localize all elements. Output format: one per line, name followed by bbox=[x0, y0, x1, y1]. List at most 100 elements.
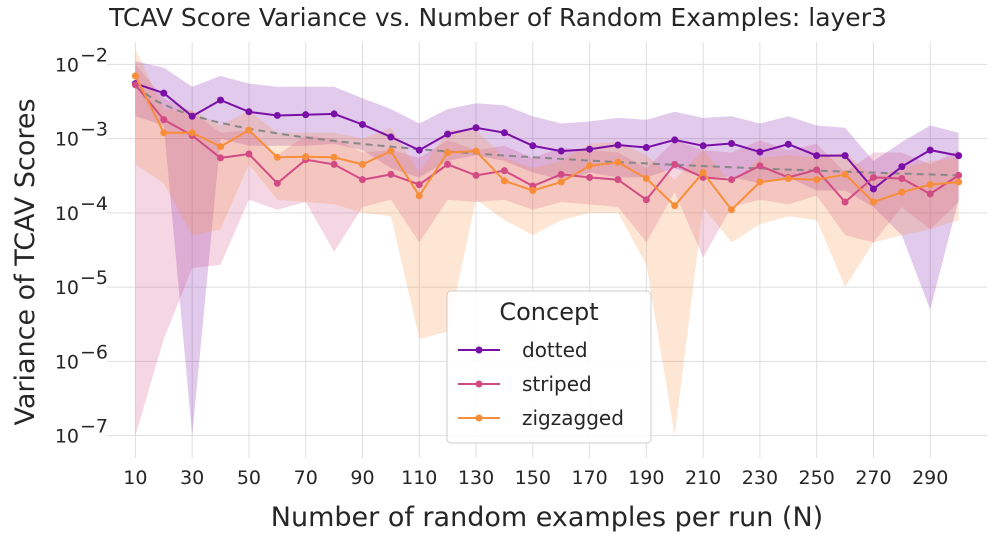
point-striped bbox=[756, 162, 764, 170]
y-tick-exponent: −6 bbox=[80, 341, 108, 363]
y-tick-exponent: −3 bbox=[80, 119, 108, 141]
x-tick-label: 70 bbox=[294, 467, 318, 489]
point-dotted bbox=[955, 152, 963, 160]
point-zigzagged bbox=[387, 147, 395, 155]
point-dotted bbox=[387, 133, 395, 141]
y-tick-label: 10 bbox=[55, 426, 79, 448]
trendline-layer bbox=[134, 85, 959, 177]
point-striped bbox=[330, 160, 338, 168]
x-tick-label: 50 bbox=[237, 467, 261, 489]
legend-items: dotted striped zigzagged bbox=[458, 338, 624, 430]
point-zigzagged bbox=[358, 160, 366, 168]
y-tick-exponent: −4 bbox=[80, 193, 108, 215]
x-tick-label: 290 bbox=[912, 467, 948, 489]
legend-label-zigzagged: zigzagged bbox=[522, 406, 624, 430]
point-dotted bbox=[415, 146, 423, 154]
point-dotted bbox=[245, 108, 253, 116]
point-zigzagged bbox=[586, 162, 594, 170]
point-zigzagged bbox=[869, 198, 877, 206]
point-zigzagged bbox=[728, 206, 736, 214]
point-striped bbox=[671, 160, 679, 168]
point-dotted bbox=[642, 143, 650, 151]
point-dotted bbox=[869, 185, 877, 193]
point-striped bbox=[728, 176, 736, 184]
point-dotted bbox=[671, 136, 679, 144]
point-zigzagged bbox=[529, 187, 537, 195]
legend-label-striped: striped bbox=[522, 372, 592, 396]
series-lines bbox=[131, 72, 963, 214]
legend-marker-dotted bbox=[475, 346, 483, 354]
point-dotted bbox=[784, 140, 792, 148]
point-striped bbox=[869, 173, 877, 181]
point-zigzagged bbox=[642, 175, 650, 183]
x-axis-label: Number of random examples per run (N) bbox=[271, 502, 823, 533]
point-zigzagged bbox=[614, 158, 622, 166]
point-striped bbox=[841, 198, 849, 206]
y-tick-labels: 10−710−610−510−410−310−2 bbox=[55, 44, 108, 447]
y-tick-label: 10 bbox=[55, 54, 79, 76]
x-tick-label: 170 bbox=[571, 467, 607, 489]
point-striped bbox=[926, 190, 934, 198]
point-striped bbox=[387, 170, 395, 178]
point-zigzagged bbox=[500, 177, 508, 185]
point-striped bbox=[472, 171, 480, 179]
point-zigzagged bbox=[784, 175, 792, 183]
point-striped bbox=[358, 176, 366, 184]
x-tick-label: 130 bbox=[458, 467, 494, 489]
point-striped bbox=[955, 171, 963, 179]
point-dotted bbox=[273, 111, 281, 119]
point-zigzagged bbox=[160, 129, 168, 137]
x-tick-label: 30 bbox=[180, 467, 204, 489]
point-striped bbox=[557, 170, 565, 178]
point-dotted bbox=[841, 152, 849, 160]
point-dotted bbox=[472, 124, 480, 132]
legend-title: Concept bbox=[499, 298, 598, 326]
point-striped bbox=[642, 196, 650, 204]
x-tick-label: 190 bbox=[628, 467, 664, 489]
point-zigzagged bbox=[330, 153, 338, 161]
point-zigzagged bbox=[302, 153, 310, 161]
x-tick-label: 210 bbox=[685, 467, 721, 489]
chart-title: TCAV Score Variance vs. Number of Random… bbox=[108, 3, 887, 32]
x-tick-label: 270 bbox=[855, 467, 891, 489]
point-dotted bbox=[756, 148, 764, 156]
point-dotted bbox=[699, 142, 707, 150]
point-dotted bbox=[160, 89, 168, 97]
point-dotted bbox=[557, 147, 565, 155]
point-zigzagged bbox=[131, 72, 139, 80]
point-dotted bbox=[614, 141, 622, 149]
point-zigzagged bbox=[841, 170, 849, 178]
point-dotted bbox=[898, 163, 906, 171]
series-line-zigzagged bbox=[134, 75, 959, 212]
point-striped bbox=[444, 160, 452, 168]
point-dotted bbox=[188, 112, 196, 120]
y-tick-exponent: −2 bbox=[80, 44, 108, 66]
point-dotted bbox=[217, 96, 225, 104]
point-dotted bbox=[926, 146, 934, 154]
point-zigzagged bbox=[955, 178, 963, 186]
legend-marker-zigzagged bbox=[475, 414, 483, 422]
point-dotted bbox=[529, 142, 537, 150]
point-zigzagged bbox=[245, 126, 253, 134]
legend-box bbox=[446, 290, 652, 444]
point-striped bbox=[415, 181, 423, 189]
y-tick-label: 10 bbox=[55, 203, 79, 225]
series-line-dotted bbox=[135, 82, 959, 191]
y-tick-exponent: −7 bbox=[80, 416, 108, 438]
point-striped bbox=[813, 166, 821, 174]
band-striped bbox=[135, 64, 959, 436]
point-striped bbox=[217, 154, 225, 162]
band-dotted bbox=[135, 61, 959, 436]
point-striped bbox=[131, 81, 139, 89]
point-zigzagged bbox=[415, 192, 423, 200]
trendline bbox=[134, 85, 959, 177]
x-tick-label: 90 bbox=[350, 467, 374, 489]
variance-bands bbox=[135, 49, 959, 436]
point-zigzagged bbox=[557, 178, 565, 186]
x-tick-label: 110 bbox=[401, 467, 437, 489]
point-dotted bbox=[330, 110, 338, 118]
point-dotted bbox=[813, 152, 821, 160]
point-zigzagged bbox=[671, 202, 679, 210]
x-tick-label: 150 bbox=[515, 467, 551, 489]
point-striped bbox=[500, 167, 508, 175]
